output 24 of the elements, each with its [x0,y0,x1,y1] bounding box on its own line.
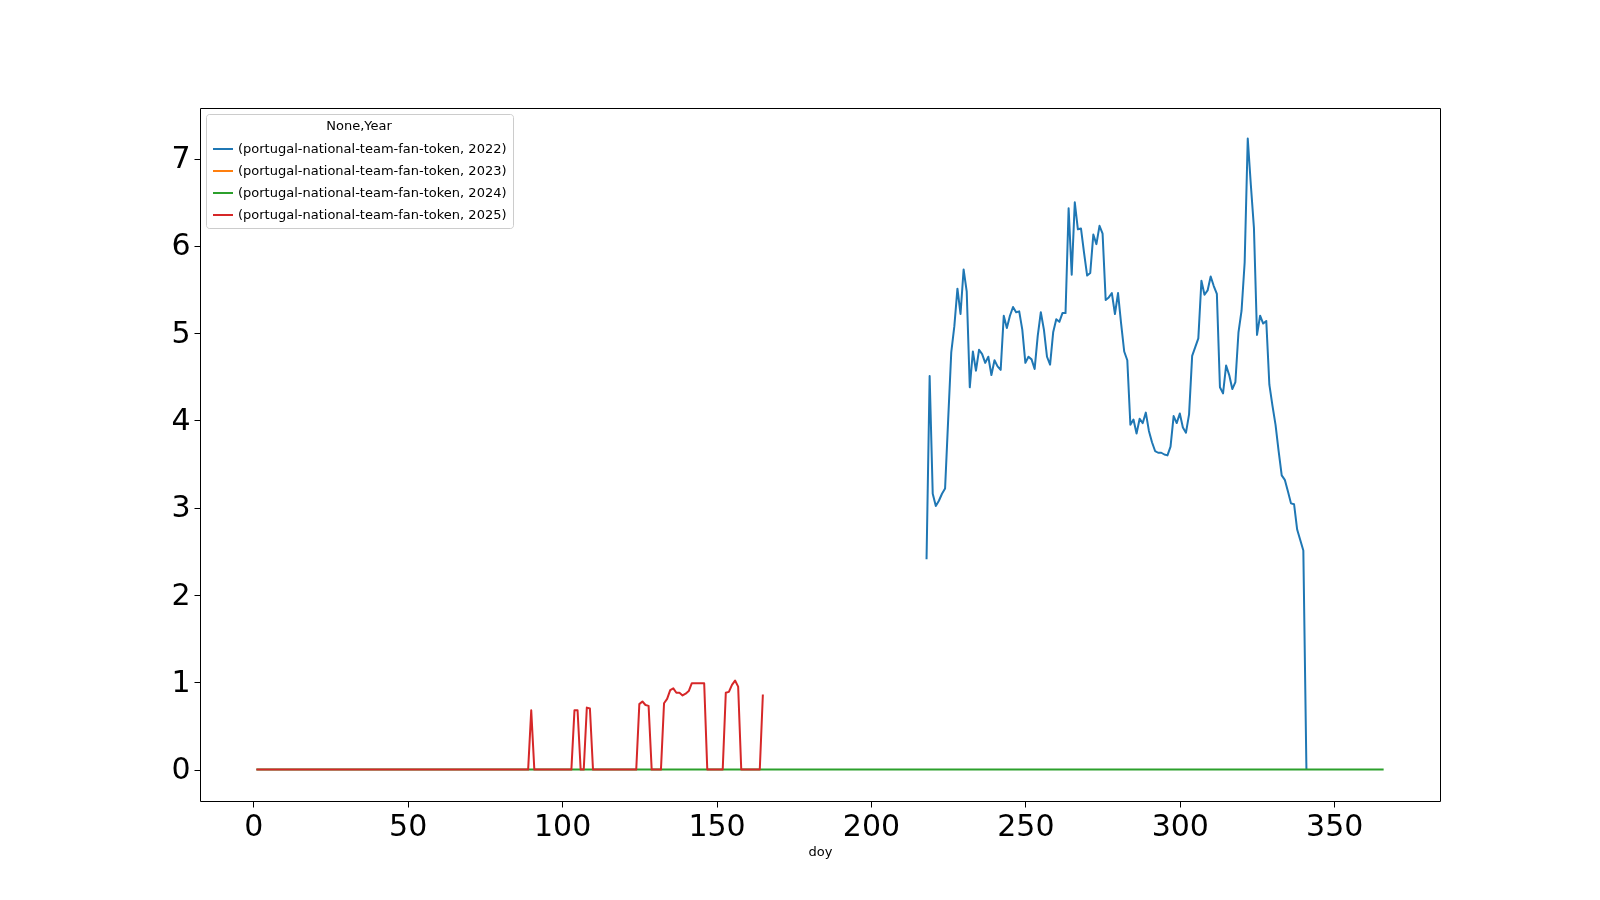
line-series [925,137,1308,771]
x-axis-title: doy [808,843,833,859]
y-tick-label: 2 [171,576,191,612]
x-tick-label: 200 [842,807,901,843]
x-tick-label: 0 [244,807,264,843]
x-tick-label: 150 [688,807,746,843]
x-tick-label: 300 [1151,807,1209,843]
y-tick-label: 0 [171,751,191,787]
legend-title: None,Year [326,118,393,133]
y-tick-label: 5 [171,314,191,350]
x-tick-label: 100 [533,807,592,843]
x-tick-label: 350 [1306,807,1364,843]
legend-label: (portugal-national-team-fan-token, 2025) [238,207,507,222]
y-tick-label: 7 [171,140,191,176]
y-tick-label: 1 [171,663,191,699]
line-series [255,679,764,771]
y-tick-label: 3 [171,489,191,525]
legend-label: (portugal-national-team-fan-token, 2024) [238,185,507,200]
y-tick-label: 4 [171,401,191,437]
legend-label: (portugal-national-team-fan-token, 2023) [238,163,507,178]
x-tick-label: 250 [997,807,1055,843]
y-tick-label: 6 [171,227,191,263]
x-tick-label: 50 [389,807,428,843]
legend-label: (portugal-national-team-fan-token, 2022) [238,141,507,156]
